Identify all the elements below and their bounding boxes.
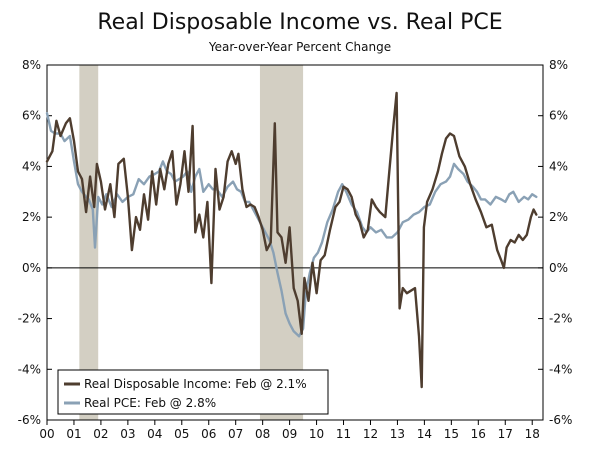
x-tick-label: 05: [174, 427, 189, 441]
y-tick-label-right: 6%: [549, 109, 568, 123]
y-tick-label-left: 8%: [22, 58, 41, 72]
y-tick-label-left: -6%: [18, 413, 41, 427]
legend-label-1: Real Disposable Income: Feb @ 2.1%: [84, 377, 307, 391]
plot-frame: [46, 64, 544, 421]
x-tick-label: 04: [147, 427, 162, 441]
y-tick-label-left: -2%: [18, 312, 41, 326]
y-tick-label-left: 4%: [22, 159, 41, 173]
x-tick-label: 12: [363, 427, 378, 441]
series-line-2: [45, 112, 538, 338]
chart-subtitle: Year-over-Year Percent Change: [208, 40, 392, 54]
x-tick-label: 00: [39, 427, 54, 441]
x-tick-label: 07: [228, 427, 243, 441]
x-tick-label: 08: [255, 427, 270, 441]
series-line-1: [45, 91, 538, 389]
x-tick-label: 11: [336, 427, 351, 441]
y-tick-label-left: -4%: [18, 362, 41, 376]
y-tick-label-right: 8%: [549, 58, 568, 72]
y-tick-label-left: 0%: [22, 261, 41, 275]
y-tick-label-right: -4%: [549, 362, 572, 376]
y-tick-label-right: -2%: [549, 312, 572, 326]
x-tick-label: 03: [120, 427, 135, 441]
y-tick-label-right: -6%: [549, 413, 572, 427]
y-tick-label-right: 0%: [549, 261, 568, 275]
x-tick-label: 02: [93, 427, 108, 441]
x-tick-label: 18: [525, 427, 540, 441]
x-tick-label: 13: [390, 427, 405, 441]
x-tick-label: 09: [282, 427, 297, 441]
x-tick-label: 06: [201, 427, 216, 441]
x-tick-label: 10: [309, 427, 324, 441]
x-tick-label: 14: [417, 427, 432, 441]
x-tick-label: 15: [444, 427, 459, 441]
x-tick-label: 16: [471, 427, 486, 441]
x-tick-label: 01: [66, 427, 81, 441]
y-tick-label-right: 2%: [549, 210, 568, 224]
chart-title: Real Disposable Income vs. Real PCE: [97, 10, 503, 35]
legend-label-2: Real PCE: Feb @ 2.8%: [84, 396, 216, 410]
legend-box: [57, 369, 329, 415]
recession-band-1: [79, 65, 99, 420]
y-tick-label-left: 6%: [22, 109, 41, 123]
x-tick-label: 17: [498, 427, 513, 441]
y-tick-label-right: 4%: [549, 159, 568, 173]
y-tick-label-left: 2%: [22, 210, 41, 224]
